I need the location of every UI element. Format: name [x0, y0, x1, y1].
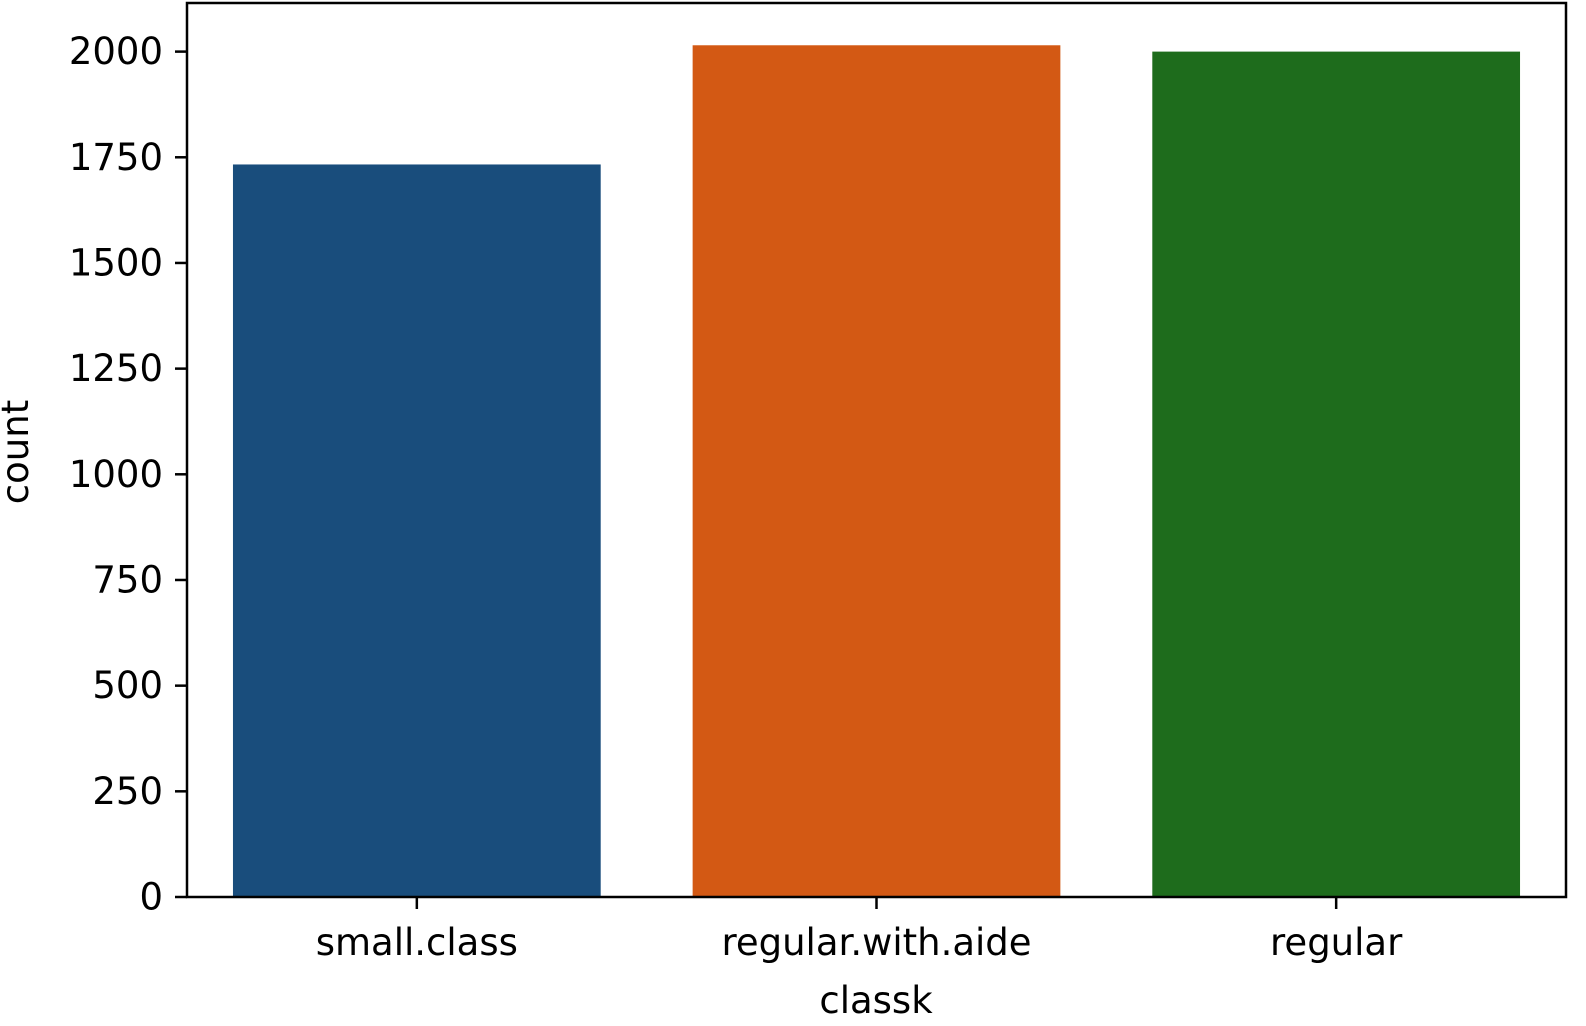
bar-regular-with-aide: [692, 45, 1061, 897]
x-axis-label: classk: [819, 979, 933, 1022]
y-tick-label: 250: [92, 770, 163, 813]
bar-regular: [1152, 51, 1521, 898]
y-axis-label: count: [0, 400, 37, 504]
plot-frame: [185, 1, 1568, 899]
y-tick-label: 1000: [69, 453, 163, 496]
x-axis: small.class regular.with.aide regular: [316, 897, 1403, 964]
y-tick-label: 2000: [69, 30, 163, 73]
bars-group: [232, 45, 1521, 898]
y-tick-label: 1500: [69, 241, 163, 284]
y-axis: 0 250 500 750 1000 1250 1500 1750 2000: [69, 30, 187, 919]
y-tick-label: 0: [139, 876, 163, 919]
y-tick-label: 750: [92, 558, 163, 601]
x-tick-label: regular: [1270, 921, 1403, 964]
y-tick-label: 1750: [69, 136, 163, 179]
bar-small-class: [232, 164, 601, 898]
x-tick-label: small.class: [316, 921, 518, 964]
x-tick-label: regular.with.aide: [721, 921, 1031, 964]
y-tick-label: 500: [92, 664, 163, 707]
y-tick-label: 1250: [69, 347, 163, 390]
